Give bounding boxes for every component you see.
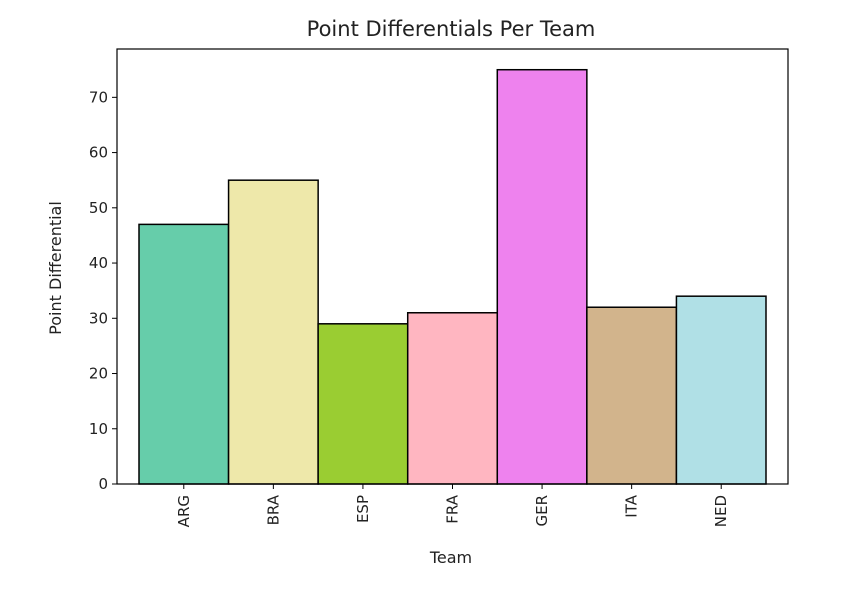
bars-group (138, 68, 767, 485)
x-axis: ARG BRA ESP FRA GER ITA NED (175, 484, 730, 527)
bar-ita (586, 306, 678, 485)
x-tick-label: BRA (264, 494, 282, 525)
x-tick-label: ESP (354, 495, 372, 523)
y-tick-label: 60 (89, 144, 108, 162)
x-tick-label: NED (712, 495, 730, 527)
y-tick-label: 30 (89, 309, 108, 327)
y-tick-label: 20 (89, 365, 108, 383)
y-tick-label: 50 (89, 199, 108, 217)
y-axis: 0 10 20 30 40 50 60 70 (89, 88, 117, 493)
bar-arg (138, 223, 230, 485)
bar-bra (227, 179, 319, 485)
x-tick-label: ARG (175, 495, 193, 527)
bar-ger (496, 68, 588, 485)
x-tick-label: GER (533, 495, 551, 527)
y-axis-title: Point Differential (46, 201, 65, 335)
y-tick-label: 10 (89, 420, 108, 438)
x-tick-label: ITA (623, 494, 641, 517)
x-axis-title: Team (429, 548, 472, 567)
y-tick-label: 40 (89, 254, 108, 272)
bar-ned (675, 295, 767, 485)
y-tick-label: 0 (98, 475, 108, 493)
y-tick-label: 70 (89, 88, 108, 106)
x-tick-label: FRA (444, 494, 462, 523)
bar-esp (317, 323, 409, 485)
bar-fra (406, 312, 499, 485)
chart-title: Point Differentials Per Team (307, 17, 596, 41)
